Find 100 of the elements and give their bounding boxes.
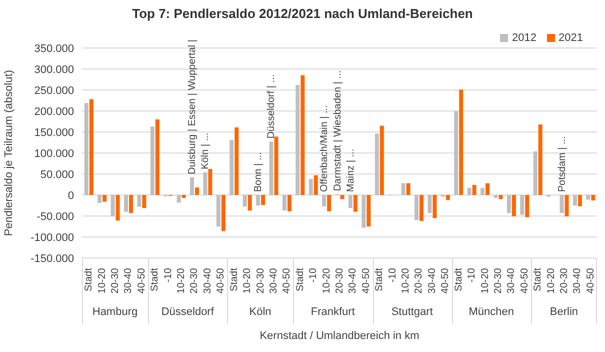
bar — [512, 195, 516, 216]
bar — [142, 195, 146, 208]
bar — [572, 195, 577, 206]
x-tick-label: Stadt — [228, 268, 240, 292]
x-tick-label: 20-30 — [558, 268, 570, 294]
bar — [256, 195, 260, 206]
bar — [564, 195, 569, 216]
data-label: Duisburg | Essen | Wuppertal | — [187, 39, 198, 174]
bar — [203, 172, 208, 195]
bar — [208, 168, 212, 195]
bar — [420, 195, 424, 222]
bar — [296, 84, 300, 195]
x-tick-label: 20-30 — [414, 268, 425, 294]
data-label: Potsdam | ... — [556, 136, 568, 192]
x-tick-label: 40-50 — [519, 268, 530, 294]
x-tick-label: 40-50 — [216, 268, 227, 294]
bar — [560, 195, 564, 214]
bar — [486, 183, 490, 195]
text: Berlin — [548, 306, 580, 318]
x-tick-label: -10 — [308, 268, 320, 282]
bar — [230, 140, 234, 195]
bar — [150, 126, 154, 195]
data-label: Darmstadt | Wiesbaden | ... — [332, 70, 344, 192]
x-tick-label: 20-30 — [110, 268, 122, 294]
bar — [282, 195, 286, 211]
y-tick-label: 0 — [68, 190, 74, 202]
bar — [327, 195, 332, 212]
x-tick-label: 30-40 — [123, 268, 134, 294]
y-tick-label: -100.000 — [30, 232, 74, 244]
x-tick-label: 10-20 — [96, 268, 108, 294]
bar — [322, 195, 326, 206]
bar — [137, 195, 142, 207]
x-tick-label: 30-40 — [202, 268, 214, 294]
bar — [446, 195, 450, 200]
bar — [428, 195, 432, 214]
bar — [300, 75, 305, 195]
x-axis-title: Kernstadt / Umlandbereich in km — [258, 330, 420, 342]
bar — [362, 195, 366, 228]
bar — [348, 195, 352, 208]
bar — [520, 195, 524, 215]
x-tick-label: Stadt — [374, 268, 386, 292]
y-tick-label: 250.000 — [34, 84, 74, 97]
text: Köln — [248, 306, 272, 318]
x-tick-label: 20-30 — [189, 268, 200, 294]
y-tick-label: 350.000 — [34, 42, 74, 55]
bar — [406, 183, 410, 195]
bar — [525, 195, 530, 218]
bar — [248, 195, 252, 211]
bar — [195, 187, 200, 195]
bar — [242, 195, 247, 207]
text: München — [468, 306, 515, 318]
bar — [494, 195, 498, 198]
x-tick-label: 10-20 — [546, 268, 557, 294]
text: Stuttgart — [390, 306, 434, 318]
x-tick-label: Stadt — [453, 268, 464, 292]
bar — [506, 195, 511, 214]
data-label: Bonn | ... — [253, 152, 264, 192]
text: Hamburg — [91, 306, 139, 318]
x-tick-label: 10-20 — [400, 268, 412, 294]
bar — [480, 188, 485, 195]
x-tick-label: 40-50 — [585, 268, 596, 294]
y-tick-label: -50.000 — [36, 210, 74, 223]
bar — [84, 103, 88, 195]
bar — [533, 151, 538, 195]
x-tick-label: 10-20 — [176, 268, 188, 294]
bar — [287, 195, 292, 212]
bar — [314, 175, 318, 195]
bar — [586, 195, 590, 200]
chart-title: Top 7: Pendlersaldo 2012/2021 nach Umland-Bereichen — [131, 6, 474, 21]
y-tick-label: 200.000 — [34, 106, 74, 118]
y-axis-title: Pendlersaldo je Teilraum (absolut) — [2, 70, 15, 236]
x-tick-label: -10 — [162, 268, 174, 282]
bar — [472, 184, 476, 195]
x-tick-label: 20-30 — [492, 268, 504, 294]
bar — [467, 188, 472, 195]
bar — [89, 99, 94, 195]
x-tick-label: 30-40 — [426, 268, 438, 294]
x-tick-label: -10 — [466, 268, 478, 282]
bar — [176, 195, 181, 203]
bar — [124, 195, 128, 212]
x-tick-label: 40-50 — [136, 268, 148, 294]
x-tick-label: 30-40 — [572, 268, 584, 294]
bar — [274, 136, 278, 195]
x-tick-label: Stadt — [294, 268, 306, 292]
bar — [366, 195, 371, 226]
data-label: Offenbach/Main | ... — [319, 105, 330, 192]
bar — [190, 177, 194, 195]
data-label: Mainz | ... — [345, 148, 356, 192]
bar — [110, 195, 115, 216]
bar — [102, 195, 107, 202]
bar — [578, 195, 582, 206]
x-tick-label: 20-30 — [334, 268, 346, 294]
bar — [128, 195, 133, 214]
bar — [98, 195, 102, 203]
bar — [459, 90, 464, 195]
bar — [432, 195, 437, 218]
bar — [221, 195, 226, 232]
bar — [401, 183, 406, 195]
y-tick-label: 300.000 — [34, 64, 74, 76]
x-tick-label: Stadt — [84, 268, 95, 292]
